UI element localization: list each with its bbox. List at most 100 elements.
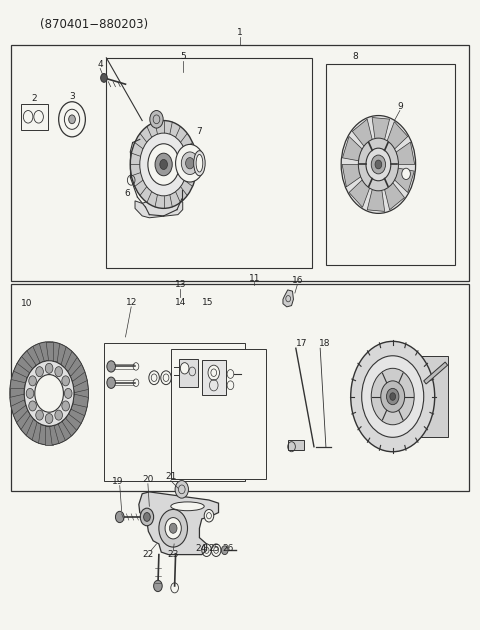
Polygon shape bbox=[71, 371, 87, 387]
Circle shape bbox=[359, 138, 398, 191]
Circle shape bbox=[24, 361, 74, 426]
Text: 16: 16 bbox=[291, 276, 303, 285]
Text: 10: 10 bbox=[21, 299, 32, 308]
Bar bbox=[22, 103, 48, 130]
Circle shape bbox=[175, 481, 189, 498]
Polygon shape bbox=[10, 394, 25, 407]
Circle shape bbox=[390, 392, 396, 400]
Polygon shape bbox=[73, 379, 88, 392]
Ellipse shape bbox=[194, 151, 205, 176]
Circle shape bbox=[55, 367, 62, 377]
Text: 3: 3 bbox=[69, 92, 75, 101]
Polygon shape bbox=[11, 371, 27, 387]
Polygon shape bbox=[66, 411, 82, 430]
Text: 13: 13 bbox=[175, 280, 186, 289]
Polygon shape bbox=[17, 357, 33, 376]
Circle shape bbox=[362, 356, 424, 437]
Circle shape bbox=[140, 133, 188, 196]
Circle shape bbox=[69, 115, 75, 123]
Circle shape bbox=[140, 508, 154, 526]
Polygon shape bbox=[139, 492, 218, 554]
Circle shape bbox=[181, 152, 199, 175]
Circle shape bbox=[62, 376, 70, 386]
Polygon shape bbox=[349, 180, 370, 207]
Circle shape bbox=[144, 513, 150, 522]
Polygon shape bbox=[71, 400, 87, 416]
Bar bbox=[11, 45, 469, 280]
Polygon shape bbox=[11, 400, 27, 416]
Circle shape bbox=[375, 160, 382, 169]
Polygon shape bbox=[26, 346, 40, 368]
Polygon shape bbox=[21, 415, 36, 436]
Polygon shape bbox=[372, 118, 390, 139]
Circle shape bbox=[154, 580, 162, 592]
Circle shape bbox=[176, 144, 204, 182]
Circle shape bbox=[29, 401, 36, 411]
Bar bbox=[104, 343, 245, 481]
Polygon shape bbox=[49, 425, 60, 445]
Circle shape bbox=[180, 363, 189, 374]
Circle shape bbox=[130, 120, 197, 209]
Circle shape bbox=[10, 342, 88, 445]
Circle shape bbox=[64, 109, 80, 129]
Bar bbox=[179, 359, 198, 387]
Bar bbox=[421, 356, 447, 437]
Polygon shape bbox=[395, 168, 414, 193]
Circle shape bbox=[341, 115, 416, 214]
Polygon shape bbox=[38, 425, 48, 445]
Text: 21: 21 bbox=[165, 472, 177, 481]
Circle shape bbox=[36, 367, 43, 377]
Text: 12: 12 bbox=[125, 298, 137, 307]
Circle shape bbox=[45, 364, 53, 374]
Circle shape bbox=[64, 388, 72, 398]
Bar bbox=[202, 360, 226, 394]
Text: 6: 6 bbox=[124, 190, 130, 198]
Polygon shape bbox=[58, 419, 72, 440]
Circle shape bbox=[26, 388, 34, 398]
Polygon shape bbox=[283, 290, 293, 307]
Text: 23: 23 bbox=[168, 550, 179, 559]
Circle shape bbox=[221, 546, 228, 554]
Text: 7: 7 bbox=[197, 127, 202, 135]
Circle shape bbox=[186, 158, 194, 169]
Polygon shape bbox=[10, 388, 24, 398]
Circle shape bbox=[169, 524, 177, 533]
Circle shape bbox=[159, 510, 188, 547]
Polygon shape bbox=[69, 405, 85, 423]
Polygon shape bbox=[69, 364, 85, 381]
Circle shape bbox=[160, 159, 168, 169]
Circle shape bbox=[148, 144, 180, 185]
Bar bbox=[107, 58, 312, 268]
Text: 8: 8 bbox=[353, 52, 359, 61]
Circle shape bbox=[62, 401, 70, 411]
Ellipse shape bbox=[196, 154, 203, 172]
Text: 5: 5 bbox=[180, 52, 186, 61]
Polygon shape bbox=[49, 342, 60, 362]
Polygon shape bbox=[74, 388, 88, 398]
Polygon shape bbox=[45, 426, 53, 445]
Text: 24: 24 bbox=[195, 544, 206, 553]
Polygon shape bbox=[342, 137, 362, 161]
Polygon shape bbox=[26, 419, 40, 440]
Circle shape bbox=[381, 381, 405, 412]
Polygon shape bbox=[424, 362, 447, 384]
Circle shape bbox=[36, 410, 43, 420]
Polygon shape bbox=[32, 422, 44, 444]
Text: 1: 1 bbox=[237, 28, 243, 37]
Polygon shape bbox=[135, 199, 183, 218]
Circle shape bbox=[371, 155, 385, 174]
Polygon shape bbox=[66, 357, 82, 376]
Bar bbox=[288, 440, 304, 450]
Text: 22: 22 bbox=[143, 550, 154, 559]
Polygon shape bbox=[13, 364, 30, 381]
Polygon shape bbox=[17, 411, 33, 430]
Polygon shape bbox=[387, 122, 408, 149]
Polygon shape bbox=[10, 379, 25, 392]
Circle shape bbox=[351, 341, 435, 452]
Polygon shape bbox=[38, 342, 48, 362]
Polygon shape bbox=[62, 351, 77, 372]
Text: 11: 11 bbox=[249, 274, 260, 283]
Text: 4: 4 bbox=[97, 60, 103, 69]
Text: 14: 14 bbox=[175, 298, 186, 307]
Polygon shape bbox=[367, 190, 384, 212]
